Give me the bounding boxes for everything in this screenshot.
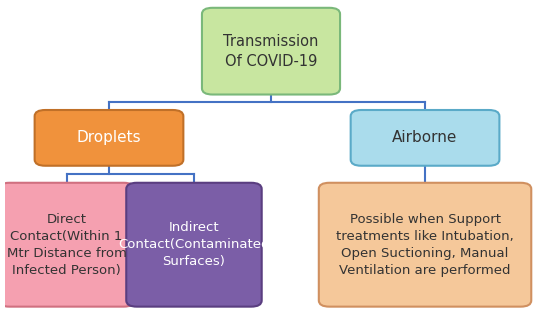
Text: Droplets: Droplets [76,131,141,145]
FancyBboxPatch shape [0,183,134,307]
Text: Transmission
Of COVID-19: Transmission Of COVID-19 [223,34,319,69]
Text: Indirect
Contact(Contaminated
Surfaces): Indirect Contact(Contaminated Surfaces) [118,221,270,268]
FancyBboxPatch shape [351,110,499,166]
FancyBboxPatch shape [319,183,531,307]
FancyBboxPatch shape [126,183,262,307]
Text: Airborne: Airborne [392,131,458,145]
FancyBboxPatch shape [202,8,340,94]
Text: Possible when Support
treatments like Intubation,
Open Suctioning, Manual
Ventil: Possible when Support treatments like In… [336,213,514,277]
FancyBboxPatch shape [35,110,183,166]
Text: Direct
Contact(Within 1
Mtr Distance from
Infected Person): Direct Contact(Within 1 Mtr Distance fro… [7,213,126,277]
